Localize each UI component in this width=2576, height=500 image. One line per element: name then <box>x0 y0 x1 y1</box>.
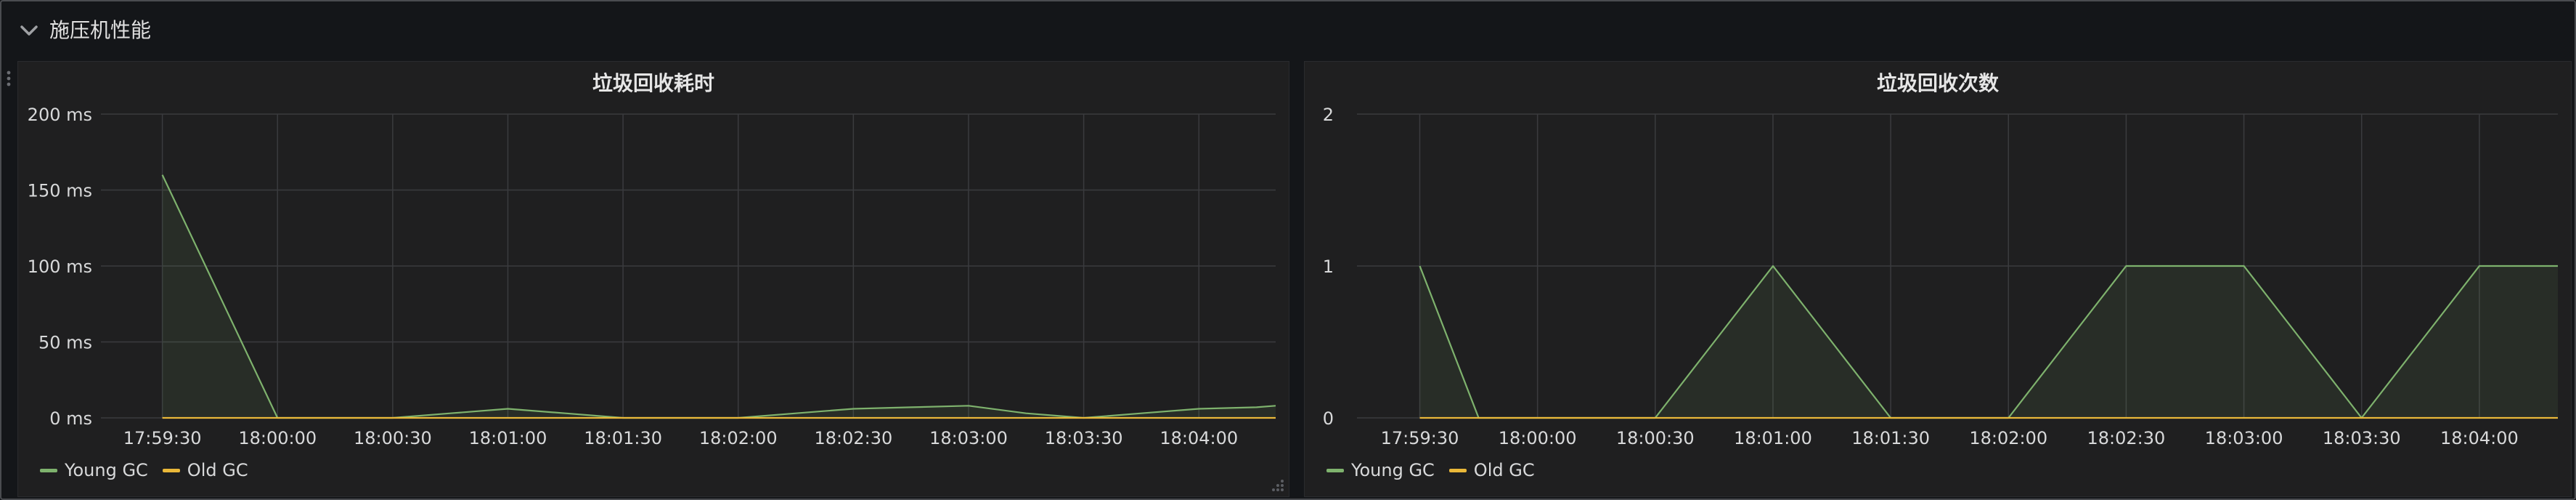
panel-title[interactable]: 垃圾回收耗时 <box>592 71 714 95</box>
legend-label: Young GC <box>1351 460 1435 480</box>
x-tick-label: 18:01:00 <box>1734 428 1812 448</box>
series-line-young-gc <box>161 174 1276 419</box>
x-tick-label: 18:02:30 <box>2087 428 2166 448</box>
x-tick-label: 18:02:00 <box>1969 428 2047 448</box>
row-drag-handle-icon[interactable] <box>6 68 15 94</box>
legend-item-young-gc[interactable]: Young GC <box>40 460 148 480</box>
x-tick-label: 18:04:00 <box>1159 428 1238 448</box>
y-tick-label: 1 <box>1323 257 1334 277</box>
x-tick-label: 18:00:00 <box>238 428 317 448</box>
x-tick-label: 18:00:30 <box>354 428 432 448</box>
series-area-young-gc <box>162 174 1276 418</box>
x-tick-label: 18:03:30 <box>2323 428 2401 448</box>
y-tick-label: 100 ms <box>28 257 92 277</box>
x-tick-label: 18:03:00 <box>2205 428 2283 448</box>
legend-swatch <box>1326 468 1344 472</box>
legend-swatch <box>162 468 180 472</box>
y-tick-label: 150 ms <box>28 181 92 201</box>
legend-label: Old GC <box>187 460 248 480</box>
gc-duration-chart[interactable]: 0 ms 50 ms 100 ms 150 ms 200 ms 17:59:30 18:00… <box>18 62 1290 454</box>
x-tick-label: 18:04:00 <box>2440 428 2519 448</box>
gc-count-chart[interactable]: 0 1 2 17:59:30 18:00:00 18:00:30 18:01:00 18:01… <box>1305 62 2572 454</box>
legend-swatch <box>40 468 57 472</box>
y-tick-label: 200 ms <box>28 105 92 125</box>
y-tick-label: 50 ms <box>38 333 92 353</box>
y-tick-label: 2 <box>1323 105 1334 125</box>
row-header[interactable]: 施压机性能 <box>1 1 2575 58</box>
x-tick-label: 17:59:30 <box>123 428 202 448</box>
x-tick-label: 17:59:30 <box>1381 428 1459 448</box>
x-tick-label: 18:03:30 <box>1045 428 1123 448</box>
chevron-down-icon[interactable] <box>19 22 39 39</box>
x-tick-label: 18:00:00 <box>1499 428 1577 448</box>
legend-label: Young GC <box>65 460 148 480</box>
legend: Young GC Old GC <box>1305 456 1535 485</box>
x-tick-label: 18:00:30 <box>1616 428 1695 448</box>
legend-swatch <box>1448 468 1467 472</box>
gc-duration-panel[interactable]: 垃圾回收耗时 0 ms 50 ms 100 ms 150 ms 200 ms 17:59:… <box>17 61 1289 497</box>
x-tick-label: 18:01:30 <box>584 428 662 448</box>
x-tick-label: 18:01:30 <box>1851 428 1930 448</box>
legend-item-young-gc[interactable]: Young GC <box>1326 460 1435 480</box>
resize-handle-icon[interactable] <box>1268 476 1284 492</box>
x-tick-label: 18:02:00 <box>699 428 778 448</box>
row-title[interactable]: 施压机性能 <box>49 18 152 42</box>
x-tick-label: 18:02:30 <box>814 428 892 448</box>
gc-count-panel[interactable]: 垃圾回收次数 0 1 2 17:59:30 18:00:00 18:00:30 18:01:… <box>1304 61 2572 497</box>
series-area-young-gc <box>1419 266 2558 418</box>
y-tick-label: 0 <box>1323 408 1334 429</box>
x-tick-label: 18:01:00 <box>469 428 547 448</box>
x-tick-label: 18:03:00 <box>929 428 1008 448</box>
legend: Young GC Old GC <box>18 456 248 485</box>
legend-item-old-gc[interactable]: Old GC <box>162 460 248 480</box>
legend-label: Old GC <box>1473 460 1535 480</box>
y-tick-label: 0 ms <box>49 408 92 429</box>
panel-title[interactable]: 垃圾回收次数 <box>1876 71 1999 95</box>
legend-item-old-gc[interactable]: Old GC <box>1448 460 1535 480</box>
